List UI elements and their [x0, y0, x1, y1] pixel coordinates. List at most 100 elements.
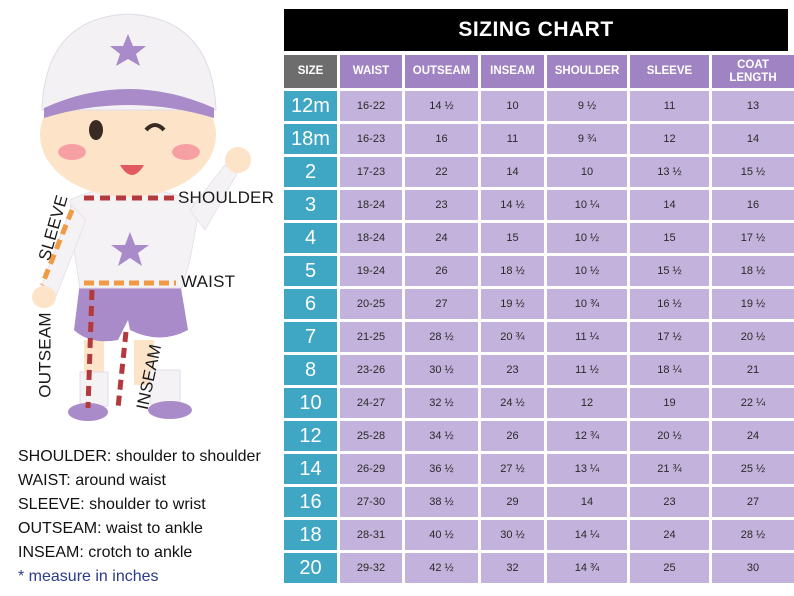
table-row: 18m 16-23 16 11 9 ¾ 12 14: [284, 124, 794, 154]
measurement-cell: 26: [405, 256, 478, 286]
measurement-cell: 19-24: [340, 256, 402, 286]
measurement-cell: 29: [481, 487, 544, 517]
measurement-cell: 10 ½: [547, 223, 627, 253]
table-row: 5 19-24 26 18 ½ 10 ½ 15 ½ 18 ½: [284, 256, 794, 286]
table-row: 3 18-24 23 14 ½ 10 ¼ 14 16: [284, 190, 794, 220]
measurement-cell: 11: [630, 91, 709, 121]
measurement-cell: 14 ½: [481, 190, 544, 220]
measurement-cell: 14: [547, 487, 627, 517]
measurement-cell: 10 ¾: [547, 289, 627, 319]
column-header-shoulder: SHOULDER: [547, 55, 627, 88]
measurement-cell: 36 ½: [405, 454, 478, 484]
column-header-coat-length: COAT LENGTH: [712, 55, 794, 88]
measurement-cell: 13 ¼: [547, 454, 627, 484]
measurement-cell: 16-23: [340, 124, 402, 154]
measurement-cell: 40 ½: [405, 520, 478, 550]
legend-outseam: OUTSEAM: waist to ankle: [18, 520, 203, 537]
table-row: 14 26-29 36 ½ 27 ½ 13 ¼ 21 ¾ 25 ½: [284, 454, 794, 484]
size-cell: 14: [284, 454, 337, 484]
measurement-cell: 11 ¼: [547, 322, 627, 352]
measurement-cell: 30: [712, 553, 794, 583]
measurement-cell: 38 ½: [405, 487, 478, 517]
measurement-cell: 24 ½: [481, 388, 544, 418]
table-body: 12m 16-22 14 ½ 10 9 ½ 11 13 18m 16-23 16 11 9 ¾ 12 14…: [284, 91, 794, 583]
measurement-cell: 25: [630, 553, 709, 583]
chart-title: SIZING CHART: [284, 9, 788, 51]
measurement-cell: 29-32: [340, 553, 402, 583]
measurement-cell: 20 ¾: [481, 322, 544, 352]
waist-label: WAIST: [181, 272, 236, 291]
size-cell: 20: [284, 553, 337, 583]
measurement-cell: 9 ¾: [547, 124, 627, 154]
measurement-cell: 20 ½: [712, 322, 794, 352]
measurement-cell: 21 ¾: [630, 454, 709, 484]
measurement-cell: 19 ½: [481, 289, 544, 319]
measurement-cell: 10 ¼: [547, 190, 627, 220]
table-row: 20 29-32 42 ½ 32 14 ¾ 25 30: [284, 553, 794, 583]
measurement-cell: 30 ½: [405, 355, 478, 385]
measurement-cell: 27-30: [340, 487, 402, 517]
table-row: 2 17-23 22 14 10 13 ½ 15 ½: [284, 157, 794, 187]
measurement-cell: 25 ½: [712, 454, 794, 484]
column-header-inseam: INSEAM: [481, 55, 544, 88]
outseam-label: OUTSEAM: [35, 312, 55, 398]
table-row: 7 21-25 28 ½ 20 ¾ 11 ¼ 17 ½ 20 ½: [284, 322, 794, 352]
size-cell: 12: [284, 421, 337, 451]
measurement-cell: 21: [712, 355, 794, 385]
measurement-cell: 23: [481, 355, 544, 385]
measurement-cell: 12: [547, 388, 627, 418]
size-cell: 10: [284, 388, 337, 418]
measurement-cell: 34 ½: [405, 421, 478, 451]
table-row: 10 24-27 32 ½ 24 ½ 12 19 22 ¼: [284, 388, 794, 418]
size-cell: 2: [284, 157, 337, 187]
measurement-cell: 27: [712, 487, 794, 517]
measurement-cell: 19 ½: [712, 289, 794, 319]
measurement-cell: 28 ½: [712, 520, 794, 550]
column-header-sleeve: SLEEVE: [630, 55, 709, 88]
column-header-waist: WAIST: [340, 55, 402, 88]
measurement-cell: 12: [630, 124, 709, 154]
measurement-cell: 14: [712, 124, 794, 154]
measurement-cell: 13 ½: [630, 157, 709, 187]
measurement-cell: 17-23: [340, 157, 402, 187]
measurement-cell: 42 ½: [405, 553, 478, 583]
size-cell: 18m: [284, 124, 337, 154]
size-cell: 5: [284, 256, 337, 286]
measurement-cell: 24-27: [340, 388, 402, 418]
size-cell: 8: [284, 355, 337, 385]
table-row: 16 27-30 38 ½ 29 14 23 27: [284, 487, 794, 517]
legend-inseam: INSEAM: crotch to ankle: [18, 544, 193, 561]
measurement-cell: 30 ½: [481, 520, 544, 550]
measurement-cell: 14 ½: [405, 91, 478, 121]
measurement-cell: 9 ½: [547, 91, 627, 121]
measurement-cell: 27: [405, 289, 478, 319]
sizing-chart: SIZING CHART SIZE WAIST OUTSEAM INSEAM SHOUL…: [284, 9, 794, 586]
legend-units-note: * measure in inches: [18, 568, 159, 585]
measurement-cell: 20-25: [340, 289, 402, 319]
size-cell: 12m: [284, 91, 337, 121]
measurement-cell: 10: [547, 157, 627, 187]
measurement-cell: 32: [481, 553, 544, 583]
kid-figure-graphic: [32, 13, 251, 421]
measurement-cell: 15 ½: [630, 256, 709, 286]
table-row: 4 18-24 24 15 10 ½ 15 17 ½: [284, 223, 794, 253]
measurement-cell: 12 ¾: [547, 421, 627, 451]
measurement-cell: 17 ½: [630, 322, 709, 352]
measurement-cell: 26-29: [340, 454, 402, 484]
measurement-cell: 18 ½: [712, 256, 794, 286]
measurement-cell: 14: [630, 190, 709, 220]
measurement-cell: 10: [481, 91, 544, 121]
measurement-cell: 22: [405, 157, 478, 187]
table-row: 12 25-28 34 ½ 26 12 ¾ 20 ½ 24: [284, 421, 794, 451]
measurement-cell: 11 ½: [547, 355, 627, 385]
measurement-cell: 16-22: [340, 91, 402, 121]
sizing-table: SIZE WAIST OUTSEAM INSEAM SHOULDER SLEEVE COAT…: [281, 52, 794, 586]
measurement-cell: 16: [712, 190, 794, 220]
table-row: 6 20-25 27 19 ½ 10 ¾ 16 ½ 19 ½: [284, 289, 794, 319]
measurement-cell: 24: [712, 421, 794, 451]
measurement-cell: 32 ½: [405, 388, 478, 418]
measurement-cell: 23: [405, 190, 478, 220]
measurement-cell: 15: [481, 223, 544, 253]
measurement-cell: 22 ¼: [712, 388, 794, 418]
measurement-cell: 18-24: [340, 223, 402, 253]
